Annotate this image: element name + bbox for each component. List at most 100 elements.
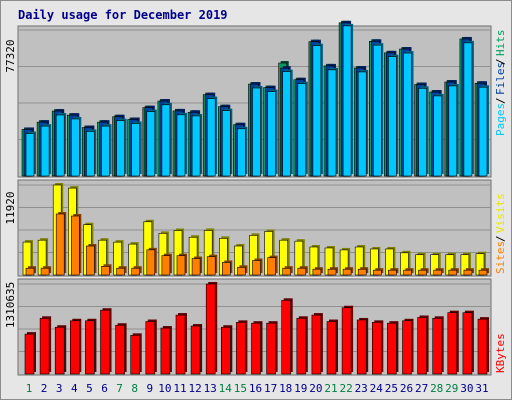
x-tick-label: 30 [460, 382, 473, 395]
legend-pages: Pages [494, 103, 507, 136]
bar-sites [131, 267, 140, 276]
bar-sites [146, 249, 156, 276]
bar-pages [191, 115, 201, 177]
bar-kbytes [296, 318, 307, 375]
legend-bottom: KBytes [494, 333, 507, 373]
bar-pages [282, 71, 292, 177]
bar-kbytes [221, 326, 231, 375]
mid-axis-label: 11920 [4, 191, 17, 224]
bar-pages [222, 110, 231, 177]
bar-sites [388, 269, 397, 276]
bar-kbytes [24, 333, 35, 375]
bars-layer [21, 20, 489, 375]
bar-kbytes [356, 319, 367, 375]
bar-kbytes [417, 317, 427, 375]
legend-kbytes: KBytes [494, 333, 507, 373]
bar-pages [146, 111, 156, 177]
x-tick-label: 11 [173, 382, 186, 395]
bar-pages [40, 125, 50, 177]
bar-kbytes [266, 322, 276, 375]
x-tick-label: 13 [204, 382, 217, 395]
bar-sites [222, 262, 231, 276]
bar-kbytes [100, 309, 110, 375]
bar-pages [161, 104, 171, 177]
bar-sites [357, 268, 367, 276]
x-tick-label: 27 [415, 382, 428, 395]
x-tick-label: 19 [294, 382, 307, 395]
x-tick-label: 12 [188, 382, 201, 395]
bar-pages [237, 128, 246, 177]
bar-pages [267, 91, 276, 177]
bar-kbytes [160, 327, 171, 375]
bar-sites [161, 255, 171, 276]
bar-sites [433, 269, 443, 276]
x-tick-label: 28 [430, 382, 443, 395]
bar-pages [403, 52, 412, 177]
bar-kbytes [70, 320, 80, 375]
chart-title: Daily usage for December 2019 [18, 8, 228, 22]
bar-sites [297, 267, 307, 276]
x-axis-labels: 1 2 3 4 5 6 7 8 9 10 11 12 13 14 15 16 17 18 19 20 21 22 23 24 2… [26, 382, 489, 395]
bar-pages [55, 114, 65, 177]
bar-pages [327, 69, 337, 177]
x-tick-label: 23 [355, 382, 368, 395]
bar-sites [40, 267, 50, 276]
x-tick-label: 18 [279, 382, 292, 395]
bar-sites [176, 255, 186, 276]
bar-pages [131, 123, 140, 177]
x-tick-label: 21 [324, 382, 337, 395]
bar-pages [418, 88, 427, 177]
bar-sites [191, 258, 201, 276]
bar-pages [206, 98, 216, 177]
bar-pages [101, 125, 110, 177]
legend-sep-2: / [494, 58, 507, 65]
x-tick-label: 6 [101, 382, 108, 395]
x-tick-label: 9 [146, 382, 153, 395]
bar-sites [116, 267, 125, 276]
bar-pages [357, 71, 367, 177]
x-tick-label: 16 [249, 382, 262, 395]
bar-pages [342, 25, 352, 177]
bar-sites [55, 213, 65, 276]
bar-kbytes [462, 312, 473, 375]
bar-kbytes [54, 326, 65, 375]
bar-sites [312, 268, 322, 276]
bar-kbytes [341, 307, 352, 375]
bar-kbytes [447, 312, 458, 375]
bar-kbytes [145, 321, 156, 375]
bar-pages [388, 56, 397, 177]
legend-mid: Sites / Visits [494, 193, 507, 274]
bar-sites [252, 260, 261, 276]
bar-pages [86, 131, 95, 177]
bar-sites [327, 268, 337, 276]
x-tick-label: 20 [309, 382, 322, 395]
x-tick-label: 4 [71, 382, 78, 395]
x-tick-label: 8 [131, 382, 138, 395]
x-tick-label: 25 [385, 382, 398, 395]
bar-pages [433, 95, 443, 177]
bar-kbytes [326, 321, 337, 375]
bar-sites [403, 269, 412, 276]
x-tick-label: 2 [41, 382, 48, 395]
bar-sites [372, 269, 382, 276]
x-tick-label: 1 [26, 382, 33, 395]
legend-sep-3: / [494, 235, 507, 242]
bar-kbytes [115, 324, 125, 375]
bar-sites [25, 267, 35, 276]
bar-sites [448, 269, 458, 276]
bar-pages [25, 133, 35, 177]
bar-kbytes [130, 335, 140, 375]
bar-kbytes [85, 320, 95, 375]
x-tick-label: 17 [264, 382, 277, 395]
x-tick-label: 7 [116, 382, 123, 395]
x-tick-label: 3 [56, 382, 63, 395]
bar-sites [282, 267, 292, 276]
bar-sites [267, 257, 276, 276]
bar-sites [418, 269, 427, 276]
legend-files: Files [494, 62, 507, 95]
x-tick-label: 5 [86, 382, 93, 395]
bar-kbytes [387, 322, 397, 375]
bar-kbytes [311, 314, 322, 375]
x-tick-label: 22 [339, 382, 352, 395]
bar-pages [448, 85, 458, 177]
